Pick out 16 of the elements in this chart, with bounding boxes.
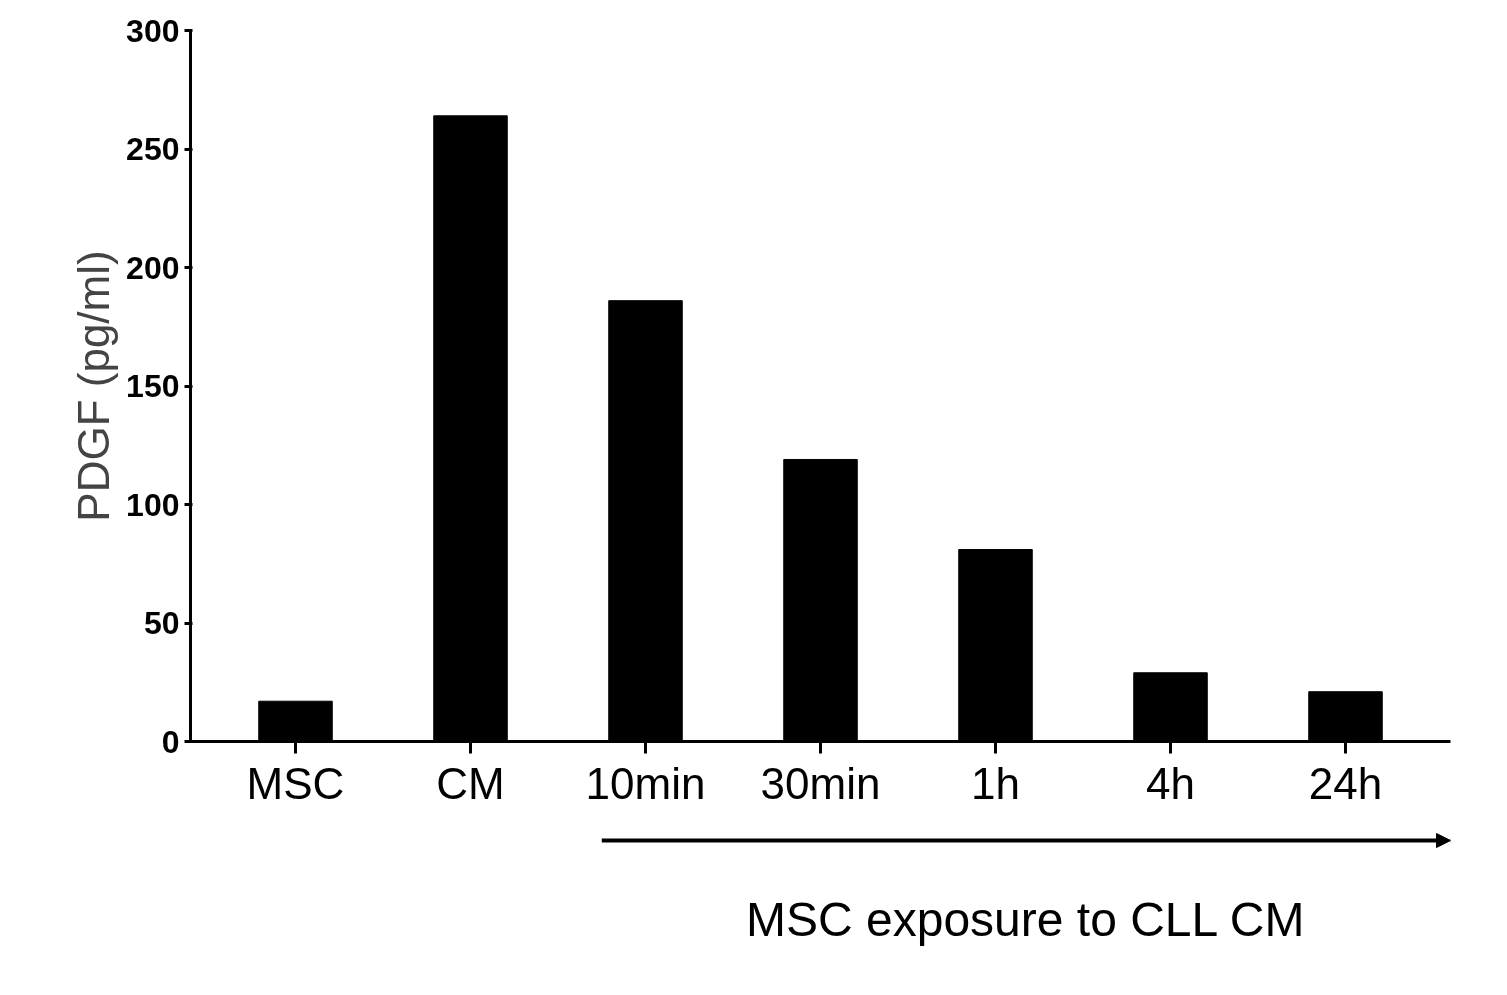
text: MSC exposure to CLL CM — [746, 892, 1305, 946]
y-tick-label: 150 — [126, 368, 180, 404]
x-tick-label: 4h — [1146, 758, 1195, 808]
y-tick-label: 100 — [126, 486, 180, 523]
y-tick-label: 200 — [126, 249, 180, 286]
x-tick-label: CM — [436, 758, 505, 808]
y-axis-title: PDGF (pg/ml) — [69, 250, 119, 522]
x-tick-label: 1h — [971, 758, 1020, 808]
x-tick-label: 30min — [760, 758, 881, 808]
x-tick-label: 24h — [1308, 758, 1383, 808]
y-tick-label: 250 — [126, 131, 180, 167]
y-tick-label: 0 — [161, 723, 180, 760]
y-tick-label: 50 — [143, 605, 180, 641]
x-tick-label: MSC — [246, 758, 345, 808]
y-tick-label: 300 — [126, 12, 180, 49]
x-tick-label: 10min — [585, 758, 706, 808]
